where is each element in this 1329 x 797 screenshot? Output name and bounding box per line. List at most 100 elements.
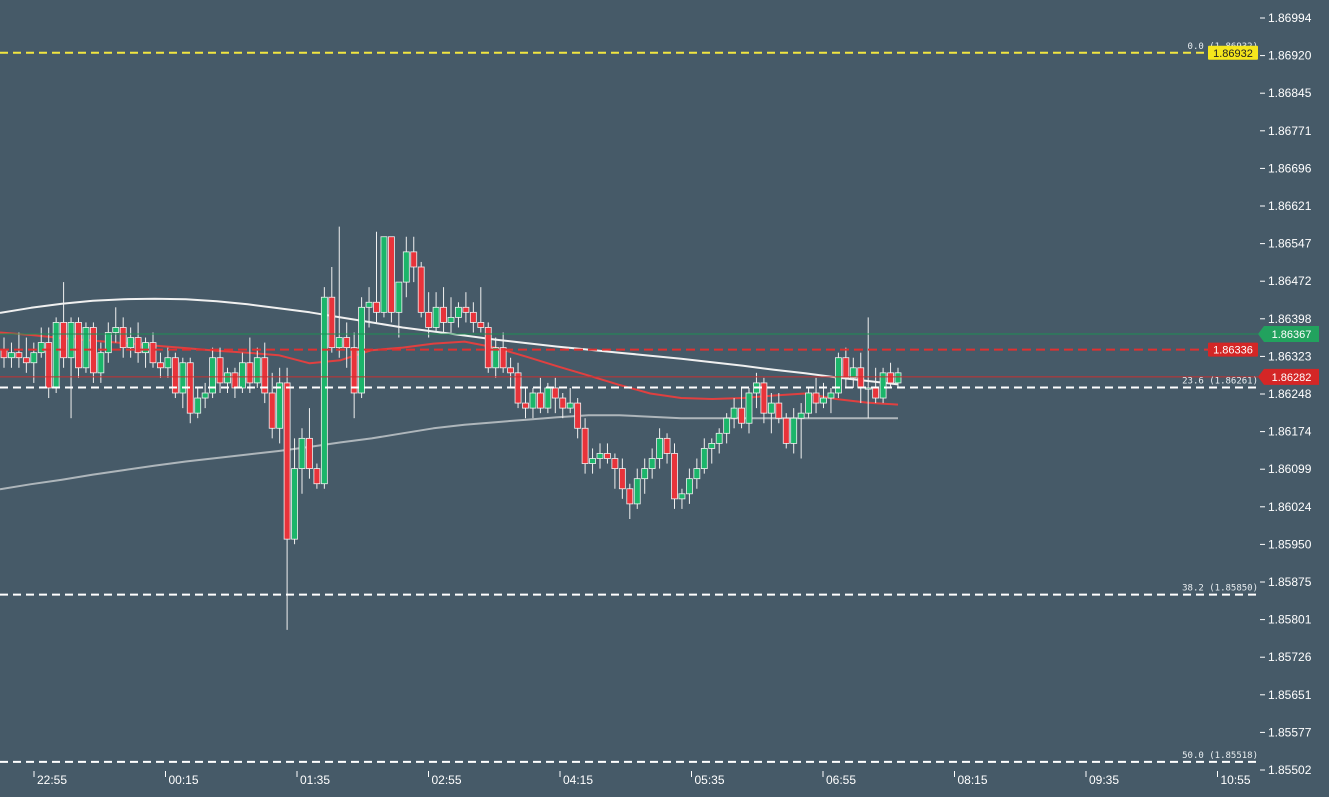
candle [209,347,217,399]
candle [499,332,507,373]
candle [432,292,440,333]
candle-body-up [335,337,343,349]
candle-body-down [268,392,276,429]
candle-body-up [37,342,45,354]
candle-body-up [894,372,902,384]
candle [529,387,537,419]
candlesticks [0,226,902,630]
candle-body-down [171,357,179,394]
candle [581,418,589,474]
candle-body-down [157,362,164,369]
candle-body-down [119,327,127,349]
y-tick-label: 1.86696 [1268,161,1312,175]
candle [8,342,15,368]
candle [313,463,321,489]
price-tag-label: 1.86282 [1272,372,1312,384]
candle-body-up [864,387,872,390]
candle [134,322,142,363]
y-tick-label: 1.86472 [1268,274,1312,288]
candle-body-up [767,402,775,414]
candle [119,317,127,358]
candle-body-down [671,453,678,500]
candle-body-down [857,367,865,389]
candle-body-down [738,407,745,424]
candle [380,236,388,318]
candle-body-down [618,468,626,490]
candle [387,236,395,323]
candle-body-up [365,301,373,308]
candle-body-up [455,306,462,318]
y-tick-label: 1.85726 [1268,650,1312,664]
candle [671,443,678,509]
price-tags: 1.86932 1.86367 1.86336 1.86282 [1208,45,1319,385]
candle-body-down [410,251,418,268]
candle [238,352,246,393]
candle-body-up [358,306,366,394]
candle-body-down [0,349,8,359]
candle-body-down [663,437,671,454]
moving-average-line-2 [0,414,898,491]
candle-body-up [686,478,693,495]
candle [537,377,544,414]
y-tick-label: 1.85502 [1268,763,1312,777]
candle [283,367,291,630]
x-tick-label: 04:15 [563,773,593,787]
candle-body-down [537,392,544,409]
candle-body-up [715,432,723,444]
candle-body-up [708,442,716,449]
price-tag-bg [1208,45,1258,60]
candle [90,322,97,383]
candle-body-up [827,392,835,399]
candle-body-up [835,357,842,394]
candle-body-up [693,468,701,480]
price-tag-bg [1208,342,1258,357]
candle-body-down [581,427,589,464]
price-tag-0: 1.86932 [1208,45,1258,60]
candle [857,352,865,404]
candle-body-down [842,357,850,379]
candle-body-up [97,352,105,374]
candle-body-up [678,493,686,500]
candle-body-up [201,392,209,399]
candle-body-down [522,402,529,409]
candle-body-down [626,488,634,505]
y-tick-label: 1.85950 [1268,537,1312,551]
y-tick-label: 1.85577 [1268,725,1312,739]
candle [626,483,634,519]
candle-body-up [879,372,887,399]
candle-body-down [760,382,768,414]
candle-body-up [589,458,596,464]
price-tag-label: 1.86367 [1272,329,1312,341]
candle-body-down [611,458,619,469]
candle-body-up [142,342,149,354]
candle [186,357,194,424]
candle [52,317,60,393]
candle [22,337,30,373]
x-tick-label: 09:35 [1089,773,1119,787]
candle [320,287,328,489]
candle-body-up [8,352,15,359]
price-tag-bg [1258,368,1319,385]
x-tick-label: 01:35 [300,773,330,787]
candle [589,448,596,474]
candle-body-up [395,281,403,313]
candle [708,438,716,464]
price-tag-label: 1.86932 [1213,48,1253,60]
candle-body-down [417,266,425,313]
candle [574,398,582,439]
candle-body-up [112,327,120,333]
candle-body-down [343,337,351,349]
candle-body-up [566,402,574,409]
candle [641,458,649,494]
candle-body-down [60,322,67,359]
candle-body-down [440,306,447,323]
candle-body-down [134,337,142,354]
candle [268,372,276,439]
candle-body-down [306,437,313,469]
candle [201,382,209,409]
candle [246,337,254,393]
candle-body-down [604,453,611,459]
candle [149,332,157,368]
candle [373,231,380,323]
